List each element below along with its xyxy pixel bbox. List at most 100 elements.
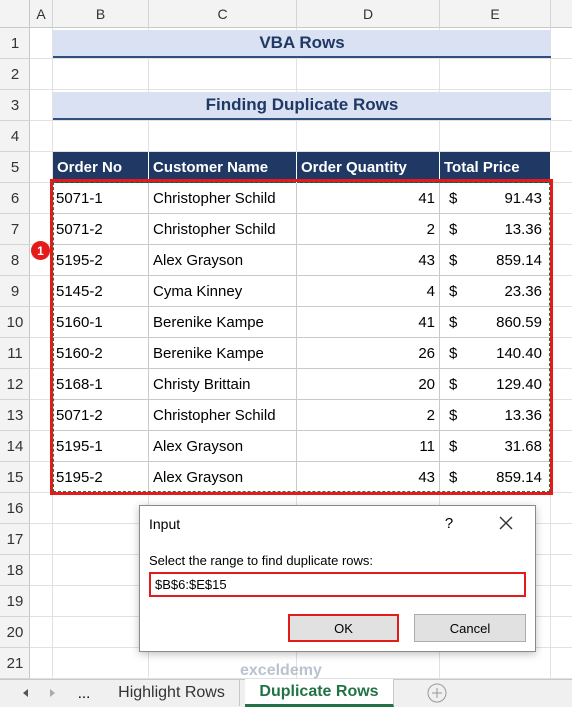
close-icon xyxy=(499,516,513,530)
grid-line xyxy=(30,120,572,121)
cell: Cyma Kinney xyxy=(149,276,297,307)
currency-sign: $ xyxy=(449,190,458,207)
cell: Berenike Kampe xyxy=(149,307,297,338)
grid-line xyxy=(30,151,572,152)
cell: 41 xyxy=(297,183,440,214)
row-header: 3 xyxy=(0,90,30,121)
help-button[interactable]: ? xyxy=(444,514,454,532)
select-all xyxy=(0,0,30,28)
cell: 41 xyxy=(297,307,440,338)
cell: 2 xyxy=(297,400,440,431)
currency-sign: $ xyxy=(449,345,458,362)
row-header: 17 xyxy=(0,524,30,555)
cell: 4 xyxy=(297,276,440,307)
row-header-bar xyxy=(0,28,30,679)
row-header: 21 xyxy=(0,648,30,679)
row-header: 13 xyxy=(0,400,30,431)
row-header: 18 xyxy=(0,555,30,586)
cell: 2 xyxy=(297,214,440,245)
cell: 5195-1 xyxy=(53,431,149,462)
selection-outline xyxy=(50,179,553,495)
currency-sign: $ xyxy=(449,438,458,455)
column-header: C xyxy=(149,0,297,28)
cell: 5071-2 xyxy=(53,214,149,245)
currency-sign: $ xyxy=(449,469,458,486)
row-header: 2 xyxy=(0,59,30,90)
row-header: 1 xyxy=(0,28,30,59)
cell: 5195-2 xyxy=(53,245,149,276)
row-header: 14 xyxy=(0,431,30,462)
row-header: 9 xyxy=(0,276,30,307)
tab-more[interactable]: ... xyxy=(77,684,91,702)
grid-line xyxy=(30,678,572,679)
table-header: Order Quantity xyxy=(297,152,440,183)
grid-line xyxy=(30,89,572,90)
row-header: 10 xyxy=(0,307,30,338)
row-header: 5 xyxy=(0,152,30,183)
tab-active[interactable]: Duplicate Rows xyxy=(245,679,394,707)
table-header: Customer Name xyxy=(149,152,297,183)
cell: 20 xyxy=(297,369,440,400)
tab[interactable]: Highlight Rows xyxy=(104,680,240,706)
ok-button[interactable]: OK xyxy=(288,614,399,642)
cell: 140.40 xyxy=(440,338,551,369)
column-header: A xyxy=(30,0,53,28)
cell: 5160-2 xyxy=(53,338,149,369)
row-header: 6 xyxy=(0,183,30,214)
currency-sign: $ xyxy=(449,407,458,424)
currency-sign: $ xyxy=(449,376,458,393)
currency-sign: $ xyxy=(449,221,458,238)
range-input[interactable]: $B$6:$E$15 xyxy=(149,572,526,597)
cell: Berenike Kampe xyxy=(149,338,297,369)
row-header: 7 xyxy=(0,214,30,245)
row-header: 19 xyxy=(0,586,30,617)
cell: 5145-2 xyxy=(53,276,149,307)
cell: 860.59 xyxy=(440,307,551,338)
cancel-button[interactable]: Cancel xyxy=(414,614,526,642)
title-band: Finding Duplicate Rows xyxy=(53,92,551,120)
dialog-label: Select the range to find duplicate rows: xyxy=(149,552,374,568)
cell: Christopher Schild xyxy=(149,214,297,245)
marching-ants xyxy=(53,182,550,492)
cell: Christopher Schild xyxy=(149,183,297,214)
column-header: B xyxy=(53,0,149,28)
cell: 23.36 xyxy=(440,276,551,307)
cell: 859.14 xyxy=(440,245,551,276)
cell: 5168-1 xyxy=(53,369,149,400)
currency-sign: $ xyxy=(449,252,458,269)
step-marker: 1 xyxy=(31,241,50,260)
row-header: 12 xyxy=(0,369,30,400)
table-header: Order No xyxy=(53,152,149,183)
cell: Christopher Schild xyxy=(149,400,297,431)
row-header: 16 xyxy=(0,493,30,524)
column-header-bar xyxy=(0,0,572,28)
add-sheet[interactable] xyxy=(426,682,448,704)
cell: 5071-1 xyxy=(53,183,149,214)
cell: 11 xyxy=(297,431,440,462)
cell: Alex Grayson xyxy=(149,431,297,462)
grid-line xyxy=(30,58,572,59)
currency-sign: $ xyxy=(449,314,458,331)
title-band: VBA Rows xyxy=(53,30,551,58)
table-header: Total Price xyxy=(440,152,551,183)
cell: 13.36 xyxy=(440,400,551,431)
cell: 13.36 xyxy=(440,214,551,245)
close-button[interactable] xyxy=(494,511,518,535)
cell: Alex Grayson xyxy=(149,245,297,276)
watermark: exceldemy xyxy=(240,662,322,679)
row-header: 15 xyxy=(0,462,30,493)
cell: 43 xyxy=(297,462,440,493)
cell: 91.43 xyxy=(440,183,551,214)
cell: Christy Brittain xyxy=(149,369,297,400)
cell: 26 xyxy=(297,338,440,369)
cell: 859.14 xyxy=(440,462,551,493)
row-header: 11 xyxy=(0,338,30,369)
cell: 43 xyxy=(297,245,440,276)
tab-nav[interactable] xyxy=(14,680,64,706)
nav-arrows xyxy=(23,689,55,697)
cell: 5160-1 xyxy=(53,307,149,338)
row-header: 8 xyxy=(0,245,30,276)
dialog-title: Input xyxy=(149,516,181,532)
column-header: E xyxy=(440,0,551,28)
